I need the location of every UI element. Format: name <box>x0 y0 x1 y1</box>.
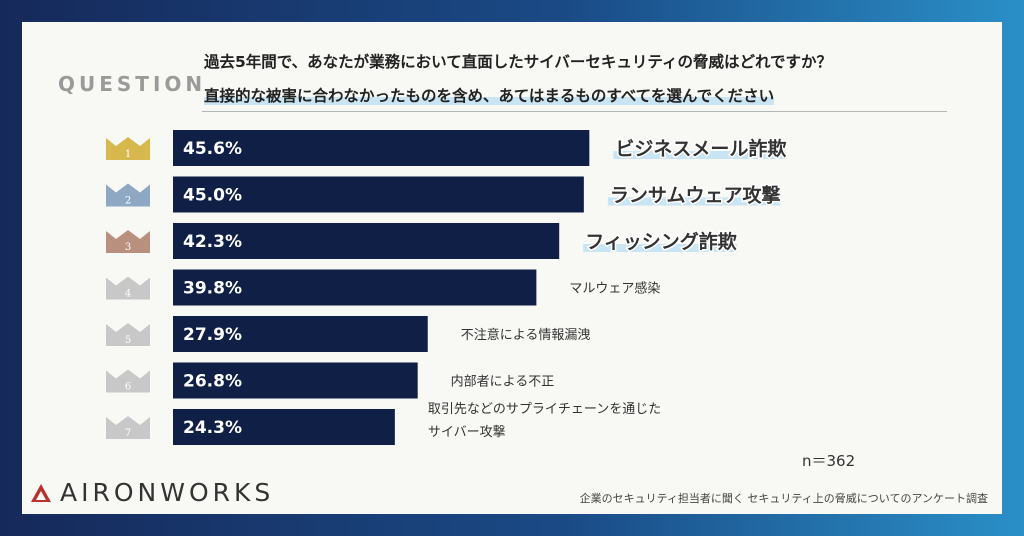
bar <box>173 176 584 213</box>
rank-number: 2 <box>125 196 131 207</box>
rank-crown-icon <box>106 416 150 439</box>
label-highlight <box>583 244 738 252</box>
logo-text: AIRONWORKS <box>60 478 275 507</box>
bar <box>173 316 428 352</box>
category-label: ランサムウェア攻撃 <box>610 184 781 207</box>
value-label: 26.8% <box>183 372 242 392</box>
bar <box>173 269 537 306</box>
rank-crown-icon <box>106 369 150 393</box>
question-divider <box>202 111 947 112</box>
rank-crown-icon <box>106 323 150 346</box>
category-label-line: マルウェア感染 <box>569 281 660 297</box>
rank-number: 5 <box>125 335 131 346</box>
category-label-line: 不注意による情報漏洩 <box>461 327 591 343</box>
value-label: 39.8% <box>183 279 242 299</box>
aironworks-logo-icon <box>31 483 51 502</box>
bar <box>173 409 395 445</box>
value-label: 45.6% <box>183 139 242 159</box>
category-label: マルウェア感染 <box>569 281 660 297</box>
category-label-line: 内部者による不正 <box>451 374 555 390</box>
rank-number: 1 <box>125 149 131 160</box>
rank-crown-icon <box>106 276 150 300</box>
rank-crown-icon <box>106 230 150 253</box>
category-label-line: 取引先などのサプライチェーンを通じた <box>428 402 661 417</box>
value-label: 42.3% <box>183 232 242 252</box>
source-note: 企業のセキュリティ担当者に聞く セキュリティ上の脅威についてのアンケート調査 <box>579 492 988 505</box>
bar-chart: 1 45.6% ビジネスメール詐欺 2 45.0% ランサムウェア攻撃 3 42.3% フィッシ… <box>106 130 788 445</box>
question-label: QUESTION <box>58 72 207 96</box>
value-label: 27.9% <box>183 325 242 345</box>
rank-crown-icon <box>106 183 150 207</box>
question-instruction: 直接的な被害に合わなかったものを含め、あてはまるものすべてを選んでください <box>204 84 775 106</box>
label-highlight <box>613 151 786 159</box>
question-instruction-text: 直接的な被害に合わなかったものを含め、あてはまるものすべてを選んでください <box>204 87 775 105</box>
category-label: 不注意による情報漏洩 <box>461 327 591 343</box>
survey-card: QUESTION 過去5年間で、あなたが業務において直面したサイバーセキュリティ… <box>22 22 1002 514</box>
category-label: ビジネスメール詐欺 <box>615 137 786 160</box>
label-highlight <box>607 197 780 206</box>
rank-number: 4 <box>125 289 131 300</box>
bar <box>173 130 590 166</box>
value-label: 24.3% <box>183 418 242 438</box>
rank-number: 6 <box>125 382 131 393</box>
category-label: 取引先などのサプライチェーンを通じたサイバー攻撃 <box>428 402 661 440</box>
category-label: フィッシング詐欺 <box>585 230 737 253</box>
bar <box>173 223 560 259</box>
question-text: 過去5年間で、あなたが業務において直面したサイバーセキュリティの脅威はどれですか… <box>204 53 832 71</box>
rank-number: 7 <box>125 428 131 439</box>
company-logo: AIRONWORKS <box>30 478 274 507</box>
category-label-line: サイバー攻撃 <box>428 424 506 440</box>
category-label: 内部者による不正 <box>451 374 555 390</box>
rank-crown-icon <box>106 137 150 160</box>
value-label: 45.0% <box>183 186 242 206</box>
rank-number: 3 <box>125 242 131 253</box>
bar <box>173 362 418 399</box>
sample-size: n＝362 <box>802 452 856 470</box>
